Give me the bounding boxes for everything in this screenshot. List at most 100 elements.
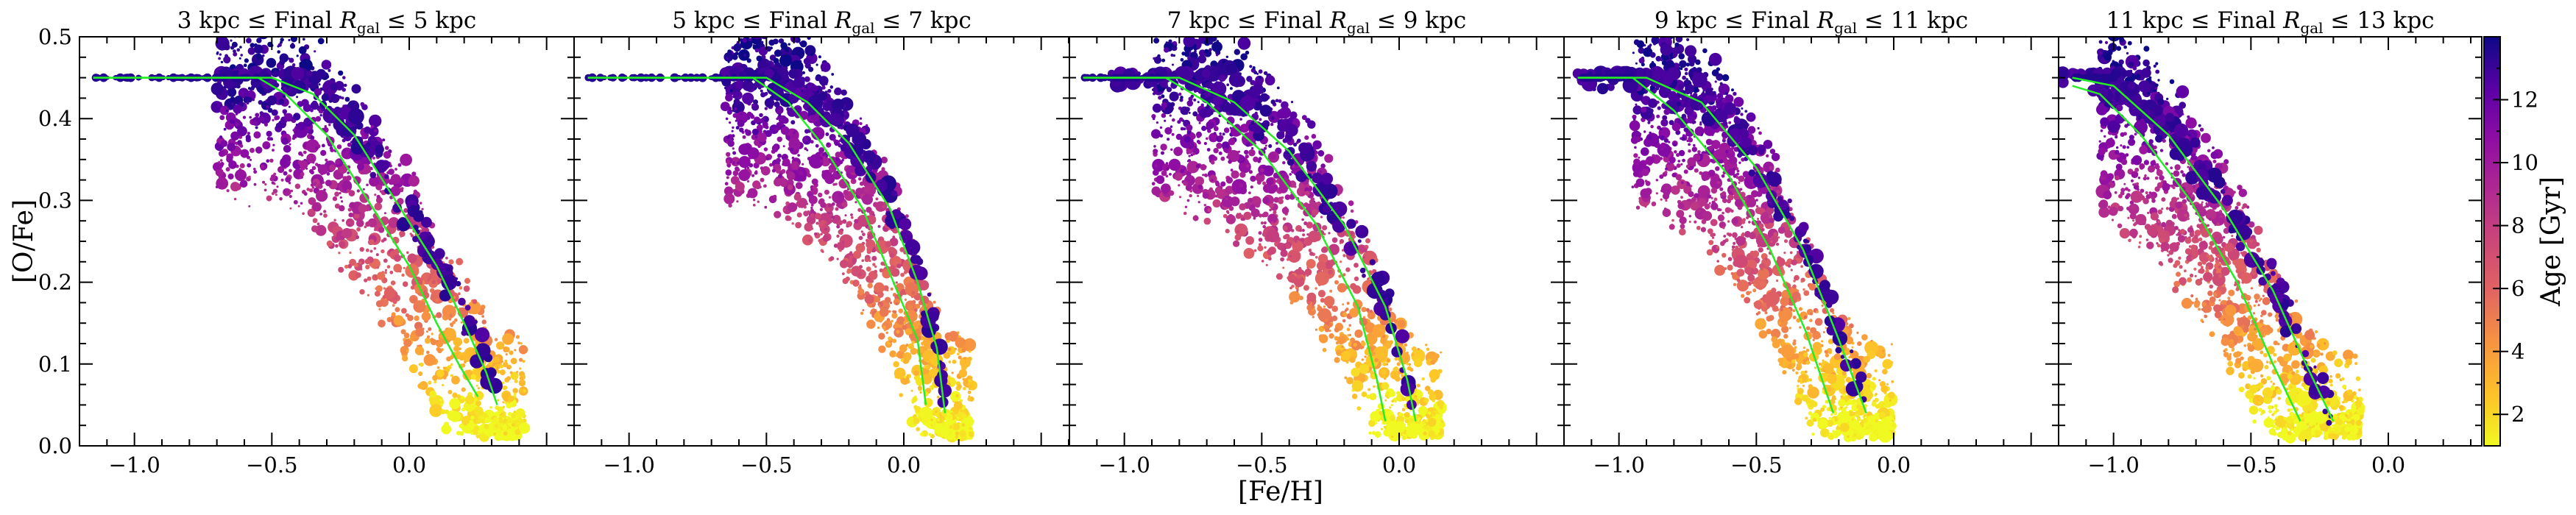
data-point — [242, 116, 247, 119]
data-point — [1209, 174, 1217, 183]
data-point — [877, 301, 883, 308]
data-point — [378, 319, 386, 328]
data-point — [1391, 314, 1395, 318]
data-point — [1389, 406, 1392, 409]
data-point — [1314, 146, 1318, 150]
data-point — [519, 367, 522, 370]
data-point — [1374, 358, 1379, 363]
data-point — [266, 95, 277, 106]
data-point — [752, 203, 756, 207]
data-point — [823, 155, 827, 159]
data-point — [927, 419, 933, 425]
data-point — [864, 257, 870, 263]
data-point — [282, 95, 286, 99]
data-point — [1189, 132, 1196, 140]
data-point — [726, 152, 731, 157]
data-point — [508, 395, 514, 402]
data-point — [322, 181, 325, 184]
data-point — [896, 316, 905, 325]
data-point — [828, 196, 832, 199]
data-point — [850, 143, 864, 157]
data-point — [1175, 133, 1183, 141]
data-point — [235, 169, 247, 182]
data-point — [1212, 199, 1221, 208]
data-point — [458, 297, 466, 306]
data-point — [1303, 285, 1309, 291]
data-point — [1351, 394, 1358, 399]
data-point — [1270, 99, 1276, 104]
data-point — [1323, 305, 1326, 308]
data-point — [852, 132, 867, 146]
data-point — [913, 417, 920, 425]
data-point — [893, 298, 900, 305]
data-point — [219, 105, 230, 116]
data-point — [1397, 319, 1406, 328]
data-point — [824, 174, 835, 185]
data-point — [426, 330, 428, 333]
data-point — [1245, 154, 1249, 159]
data-point — [238, 90, 245, 96]
data-point — [1228, 138, 1236, 146]
data-point — [343, 149, 347, 152]
data-point — [238, 57, 241, 60]
data-point — [365, 248, 369, 252]
data-point — [253, 44, 263, 54]
data-point — [1197, 101, 1200, 104]
data-point — [1192, 215, 1199, 221]
data-point — [358, 204, 367, 213]
data-point — [1197, 201, 1200, 204]
data-point — [237, 140, 242, 145]
data-point — [1350, 283, 1357, 290]
data-point — [1258, 69, 1263, 74]
data-point — [503, 418, 507, 422]
data-point — [397, 163, 402, 167]
data-point — [863, 150, 876, 164]
data-point — [461, 416, 472, 426]
data-point — [730, 176, 740, 185]
data-point — [1317, 150, 1325, 157]
data-point — [293, 199, 298, 205]
data-point — [322, 167, 328, 173]
data-point — [866, 266, 870, 270]
data-point — [1161, 151, 1164, 155]
data-point — [342, 176, 345, 179]
data-point — [1168, 190, 1175, 196]
data-point — [1220, 156, 1225, 161]
data-point — [333, 219, 336, 221]
data-point — [261, 164, 264, 168]
data-point — [442, 375, 447, 380]
data-point — [308, 208, 316, 216]
data-point — [1391, 435, 1394, 438]
data-point — [218, 57, 221, 60]
data-point — [1424, 386, 1431, 391]
data-point — [778, 174, 782, 179]
data-point — [904, 239, 921, 256]
data-point — [954, 413, 958, 417]
data-point — [888, 251, 892, 255]
data-point — [219, 102, 222, 104]
data-point — [1216, 142, 1222, 149]
data-point — [513, 411, 516, 413]
data-point — [742, 92, 754, 104]
data-point — [966, 375, 972, 381]
data-point — [347, 263, 353, 269]
data-point — [378, 308, 381, 310]
data-point — [810, 53, 814, 57]
data-point — [968, 384, 972, 389]
data-point — [1172, 118, 1175, 122]
data-point — [423, 354, 436, 366]
data-point — [850, 213, 853, 216]
data-point — [447, 365, 452, 370]
data-point — [957, 352, 960, 356]
data-point — [1197, 54, 1206, 64]
data-point — [877, 326, 880, 330]
data-point — [832, 191, 845, 204]
x-ticks: −1.0 −0.5 0.0 — [106, 37, 548, 477]
data-point — [1282, 217, 1287, 221]
data-point — [1239, 166, 1242, 170]
data-point — [218, 160, 221, 163]
data-point — [905, 214, 909, 219]
data-point — [230, 39, 233, 42]
data-point — [899, 246, 905, 252]
data-point — [831, 202, 835, 206]
